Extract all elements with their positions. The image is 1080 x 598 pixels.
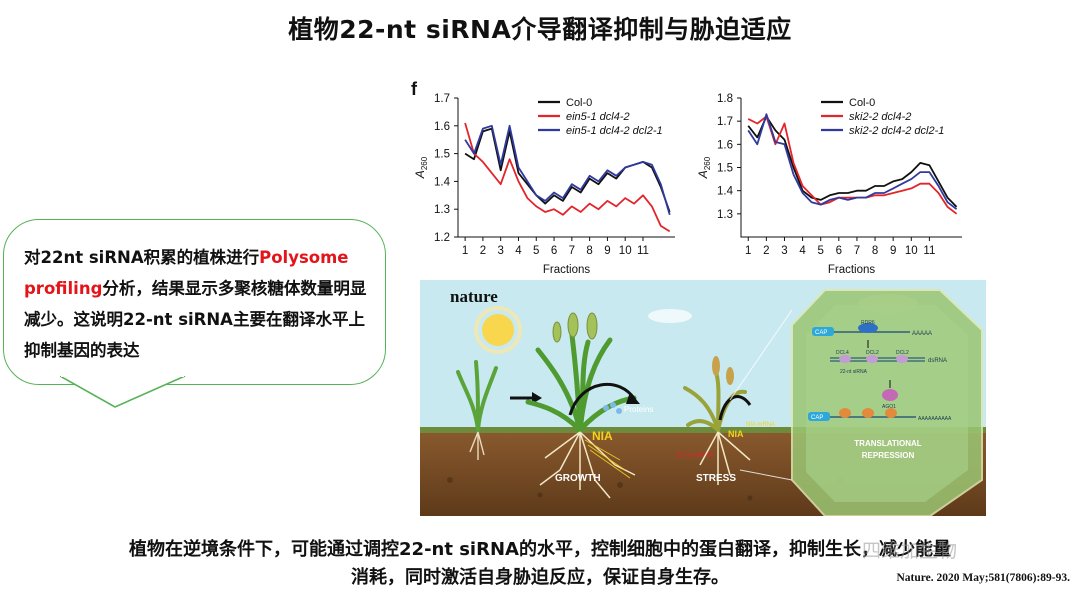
watermark: 四维加生物 xyxy=(862,540,958,562)
healthy-plant-icon xyxy=(525,332,637,433)
svg-text:22-nt siRNA: 22-nt siRNA xyxy=(840,369,868,375)
translational-label: TRANSLATIONAL xyxy=(854,439,922,448)
y-tick-label: 1.2 xyxy=(434,232,450,244)
polysome-chart-left: 1.2 1.3 1.4 1.5 1.6 1.7 1 2 3 4 5 6 7 8 9 10 11 Fractions… xyxy=(403,80,689,280)
x-tick-label: 9 xyxy=(890,245,896,257)
series-line-2 xyxy=(747,113,958,210)
svg-text:dsRNA: dsRNA xyxy=(928,358,947,364)
sun-icon xyxy=(482,314,514,346)
nia-label: NIA xyxy=(592,429,613,443)
y-tick-label: 1.8 xyxy=(717,93,733,105)
x-tick-label: 2 xyxy=(480,245,486,257)
legend-label: ein5-1 dcl4-2 dcl2-1 xyxy=(566,125,663,137)
series-line-1 xyxy=(747,115,958,215)
callout-tail xyxy=(60,376,186,408)
slide-title: 植物22-nt siRNA介导翻译抑制与胁迫适应 xyxy=(288,15,792,44)
y-tick-label: 1.4 xyxy=(717,186,734,198)
cap-icon xyxy=(812,327,834,336)
svg-text:DCL4: DCL4 xyxy=(836,350,849,356)
panel-letter: f xyxy=(411,79,417,99)
svg-text:AAAAAAAAAA: AAAAAAAAAA xyxy=(918,416,952,422)
y-tick-label: 1.5 xyxy=(717,163,733,175)
svg-text:DCL2: DCL2 xyxy=(866,350,879,356)
x-tick-label: 4 xyxy=(515,245,522,257)
series-line-0 xyxy=(747,115,958,208)
svg-text:CAP: CAP xyxy=(811,415,823,421)
polysome-chart-right: 1.3 1.4 1.5 1.6 1.7 1.8 1 2 3 4 5 6 7 8 9 10 11 Fractions… xyxy=(686,80,976,280)
x-tick-label: 4 xyxy=(799,245,806,257)
conclusion-text: 植物在逆境条件下，可能通过调控22-nt siRNA的水平，控制细胞中的蛋白翻译… xyxy=(0,536,1080,592)
legend-label: ski2-2 dcl4-2 xyxy=(849,111,911,123)
y-axis-label: A260 xyxy=(696,156,712,179)
nature-logo: nature xyxy=(450,287,498,306)
cap-icon-2 xyxy=(808,412,830,421)
x-tick-label: 7 xyxy=(569,245,575,257)
x-tick-label: 6 xyxy=(551,245,557,257)
x-tick-label: 10 xyxy=(905,245,918,257)
x-tick-label: 7 xyxy=(854,245,860,257)
x-tick-label: 1 xyxy=(462,245,468,257)
y-tick-label: 1.7 xyxy=(434,93,450,105)
conclusion-line-2: 消耗，同时激活自身胁迫反应，保证自身生存。 xyxy=(351,567,729,588)
legend-label: Col-0 xyxy=(849,97,875,109)
callout-segment: 分析，结果显示多聚核糖体数量明显减少。这说明22-nt siRNA主要在翻译水平… xyxy=(24,279,367,360)
nia-stress-label: NIA xyxy=(728,429,744,439)
svg-text:CAP: CAP xyxy=(815,330,827,336)
nature-schematic: Proteins NIA GROWTH NIA NIA mRNA 22-nt s… xyxy=(420,280,986,516)
x-tick-label: 11 xyxy=(923,245,935,257)
svg-text:AAAAA: AAAAA xyxy=(912,331,932,337)
y-tick-label: 1.7 xyxy=(717,116,733,128)
x-tick-label: 11 xyxy=(637,245,649,257)
seedling-icon xyxy=(456,360,498,432)
x-tick-label: 2 xyxy=(763,245,769,257)
sirna-label: 22-nt siRNA xyxy=(676,452,714,459)
callout-segment: 对22nt siRNA积累的植株进行 xyxy=(24,248,260,267)
y-tick-label: 1.6 xyxy=(717,139,733,151)
legend-label: ski2-2 dcl4-2 dcl2-1 xyxy=(849,125,944,137)
y-tick-label: 1.3 xyxy=(434,204,450,216)
chart-svg: 1.3 1.4 1.5 1.6 1.7 1.8 1 2 3 4 5 6 7 8 9 10 11 Fractions… xyxy=(696,93,962,276)
x-tick-label: 8 xyxy=(872,245,878,257)
callout-highlight: Polysome profiling xyxy=(24,248,349,298)
callout-bubble xyxy=(3,219,386,385)
x-tick-label: 3 xyxy=(781,245,787,257)
x-tick-label: 8 xyxy=(586,245,592,257)
y-tick-label: 1.4 xyxy=(434,176,451,188)
x-axis-label: Fractions xyxy=(828,264,876,276)
stress-label: STRESS xyxy=(696,473,736,484)
legend-label: Col-0 xyxy=(566,97,592,109)
y-tick-label: 1.6 xyxy=(434,121,450,133)
series-line-1 xyxy=(464,122,671,233)
conclusion-line-1: 植物在逆境条件下，可能通过调控22-nt siRNA的水平，控制细胞中的蛋白翻译… xyxy=(129,539,951,560)
nia-mrna-label: NIA mRNA xyxy=(746,422,775,428)
x-tick-label: 5 xyxy=(533,245,539,257)
legend-label: ein5-1 dcl4-2 xyxy=(566,111,630,123)
x-axis-label: Fractions xyxy=(543,264,591,276)
x-tick-label: 1 xyxy=(745,245,751,257)
x-tick-label: 10 xyxy=(619,245,632,257)
series-line-2 xyxy=(464,124,671,216)
proteins-label: Proteins xyxy=(624,405,653,414)
x-tick-label: 9 xyxy=(604,245,610,257)
svg-text:DCL2: DCL2 xyxy=(896,350,909,356)
x-tick-label: 3 xyxy=(497,245,503,257)
citation: Nature. 2020 May;581(7806):89-93. xyxy=(896,572,1070,584)
repression-label: REPRESSION xyxy=(862,451,915,460)
y-tick-label: 1.3 xyxy=(717,209,733,221)
x-tick-label: 6 xyxy=(836,245,842,257)
svg-text:AGO1: AGO1 xyxy=(882,404,896,410)
chart-svg: 1.2 1.3 1.4 1.5 1.6 1.7 1 2 3 4 5 6 7 8 9 10 11 Fractions… xyxy=(413,93,675,276)
callout-text: 对22nt siRNA积累的植株进行Polysome profiling分析，结… xyxy=(24,242,374,366)
growth-label: GROWTH xyxy=(555,473,601,484)
x-tick-label: 5 xyxy=(818,245,824,257)
y-axis-label: A260 xyxy=(413,156,429,179)
svg-text:RDR6: RDR6 xyxy=(861,320,875,326)
y-tick-label: 1.5 xyxy=(434,149,450,161)
